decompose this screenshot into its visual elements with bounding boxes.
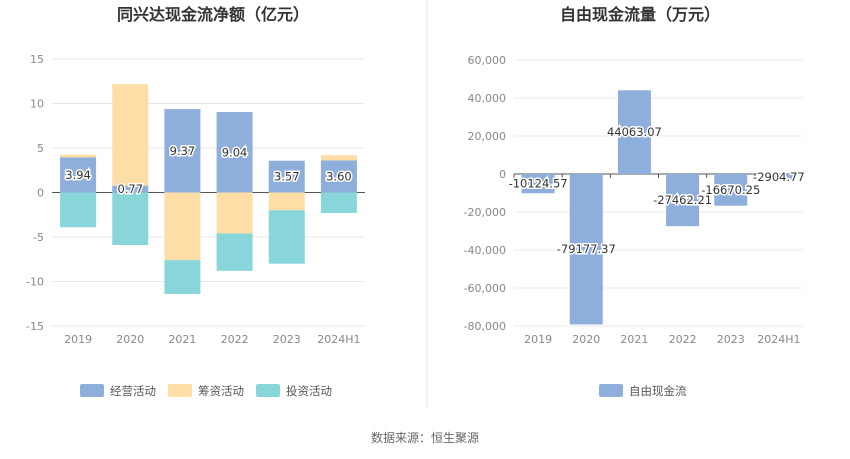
left-legend-swatch [256, 384, 280, 397]
left-x-tick-label: 2021 [168, 333, 196, 346]
left-x-tick-label: 2023 [273, 333, 301, 346]
left-x-tick-label: 2022 [221, 333, 249, 346]
left-y-tick-label: -15 [26, 320, 44, 333]
right-legend-label: 自由现金流 [629, 384, 687, 398]
left-bar-financing [164, 192, 201, 261]
left-legend-swatch [168, 384, 192, 397]
right-x-tick-label: 2020 [572, 333, 600, 346]
left-legend-label: 经营活动 [110, 384, 156, 398]
left-y-tick-label: 10 [30, 98, 44, 111]
left-data-label: 3.57 [274, 170, 300, 184]
right-y-tick-label: 20,000 [468, 130, 507, 143]
right-x-tick-label: 2019 [524, 333, 552, 346]
right-bar [569, 174, 603, 325]
right-x-tick-label: 2022 [669, 333, 697, 346]
right-bar [521, 174, 555, 194]
left-x-tick-label: 2020 [116, 333, 144, 346]
left-y-tick-label: -10 [26, 276, 44, 289]
source-note: 数据来源：恒生聚源 [371, 430, 479, 445]
left-legend-label: 筹资活动 [198, 384, 244, 398]
right-y-tick-label: 60,000 [468, 54, 507, 67]
left-data-label: 3.60 [326, 169, 352, 183]
right-data-label: -2904.77 [753, 170, 805, 184]
left-bar-operating [60, 157, 97, 193]
left-y-tick-label: 5 [37, 142, 44, 155]
left-bar-operating [112, 185, 149, 193]
right-data-label: -10124.57 [509, 177, 568, 191]
right-x-tick-label: 2023 [717, 333, 745, 346]
right-y-tick-label: 0 [499, 168, 506, 181]
right-bar [617, 90, 651, 174]
left-x-tick-label: 2019 [64, 333, 92, 346]
left-bar-operating [164, 109, 201, 193]
left-legend-label: 投资活动 [286, 384, 332, 398]
left-bar-investing [320, 192, 357, 213]
right-data-label: -27462.21 [653, 193, 712, 207]
right-x-tick-label: 2024H1 [757, 333, 800, 346]
left-x-tick-label: 2024H1 [317, 333, 360, 346]
left-y-tick-label: 15 [30, 53, 44, 66]
left-bar-operating [216, 112, 253, 193]
left-bar-investing [268, 210, 305, 264]
right-legend-swatch [599, 384, 623, 397]
left-data-label: 9.04 [222, 145, 248, 159]
left-bar-investing [216, 233, 253, 271]
right-y-tick-label: -40,000 [464, 244, 506, 257]
left-y-tick-label: -5 [33, 231, 44, 244]
left-bar-financing [320, 155, 357, 161]
right-bar [666, 174, 700, 227]
left-legend-swatch [80, 384, 104, 397]
left-data-label: 9.37 [170, 144, 196, 158]
right-data-label: -16670.25 [701, 183, 760, 197]
left-bar-operating [268, 160, 305, 193]
left-bar-operating [320, 160, 357, 193]
right-chart-title: 自由现金流量（万元） [560, 5, 720, 24]
left-bar-investing [164, 260, 201, 294]
right-y-tick-label: 40,000 [468, 92, 507, 105]
left-data-label: 3.94 [65, 168, 91, 182]
left-bar-financing [268, 192, 305, 211]
right-y-tick-label: -20,000 [464, 206, 506, 219]
left-bar-investing [60, 192, 97, 228]
right-bar [762, 174, 796, 180]
right-data-label: 44063.07 [607, 125, 662, 139]
left-bar-financing [60, 154, 97, 158]
left-bar-investing [112, 192, 149, 246]
right-x-tick-label: 2021 [620, 333, 648, 346]
right-bar [714, 174, 748, 206]
left-data-label: 0.77 [117, 182, 143, 196]
right-y-tick-label: -60,000 [464, 282, 506, 295]
right-data-label: -79177.37 [557, 242, 616, 256]
left-y-tick-label: 0 [37, 187, 44, 200]
left-bar-financing [216, 192, 253, 234]
right-y-tick-label: -80,000 [464, 320, 506, 333]
left-chart-title: 同兴达现金流净额（亿元） [117, 5, 309, 24]
left-bar-financing [112, 84, 149, 186]
